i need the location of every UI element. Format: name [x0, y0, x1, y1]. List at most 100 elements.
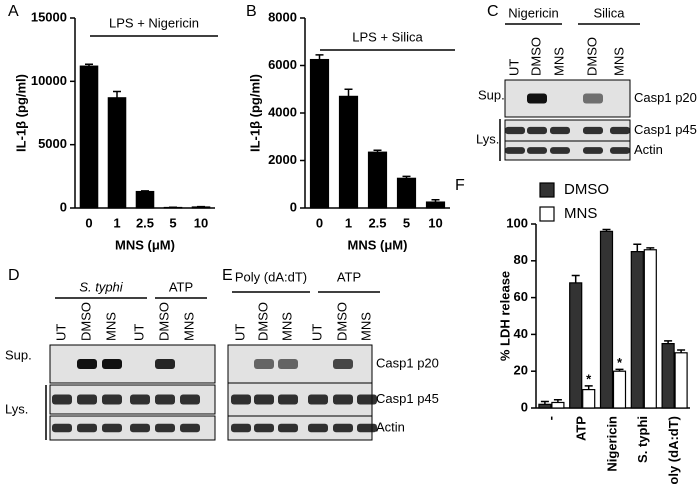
band [583, 93, 603, 104]
error-bar [664, 340, 673, 344]
y-tick-label: 15000 [31, 9, 67, 24]
lane-label: MNS [358, 312, 373, 341]
x-tick-label: - [543, 416, 558, 420]
group-label: ATP [337, 269, 361, 284]
error-bar [602, 228, 611, 232]
panel-letter: A [8, 3, 19, 20]
legend-swatch [539, 206, 555, 222]
band [180, 394, 200, 405]
error-bar [553, 398, 562, 403]
band-label: Casp1 p45 [376, 391, 439, 406]
band [308, 423, 328, 433]
bar [582, 389, 596, 409]
x-tick-label: 10 [428, 215, 442, 230]
lane-label: MNS [103, 312, 118, 341]
lane-label: UT [53, 324, 68, 341]
x-tick-label: 1 [113, 215, 120, 230]
group-label: S. typhi [79, 279, 123, 294]
bar [643, 249, 657, 409]
band [583, 147, 603, 154]
band [505, 126, 525, 135]
bar [425, 201, 446, 209]
y-tick-label: 80 [514, 252, 528, 267]
y-axis-label: % LDH release [497, 271, 512, 361]
band [550, 147, 570, 154]
y-tick-label: 6000 [268, 57, 297, 72]
x-tick-label: 5 [403, 215, 410, 230]
error-bar [646, 247, 655, 250]
x-axis-label: MNS (μM) [348, 237, 408, 252]
legend-swatch [539, 182, 555, 198]
band [505, 147, 525, 154]
lane-label: MNS [181, 312, 196, 341]
band [333, 359, 353, 369]
legend-label: DMSO [564, 181, 609, 198]
band [610, 147, 630, 154]
band [583, 126, 603, 135]
y-tick-label: 60 [514, 289, 528, 304]
y-tick-label: 4000 [268, 104, 297, 119]
error-bar [540, 400, 549, 405]
band [278, 359, 298, 369]
x-axis-label: MNS (μM) [115, 237, 175, 252]
band-label: Casp1 p20 [634, 90, 697, 105]
row-label: Sup. [5, 347, 32, 362]
band [550, 126, 570, 135]
significance-mark: * [586, 371, 592, 386]
x-tick-label: 0 [316, 215, 323, 230]
lane-label: MNS [279, 312, 294, 341]
annotation: LPS + Nigericin [109, 15, 199, 30]
band [77, 423, 97, 433]
band [155, 359, 175, 369]
bar [630, 251, 644, 409]
lane-label: DMSO [156, 302, 171, 341]
x-tick-label: Nigericin [604, 416, 619, 472]
y-tick-label: 2000 [268, 152, 297, 167]
x-tick-label: Poly (dA:dT) [666, 416, 681, 484]
band [333, 423, 353, 433]
error-bar [584, 385, 593, 390]
annotation: LPS + Silica [352, 29, 423, 44]
bar [79, 65, 99, 209]
bar [612, 370, 627, 409]
x-tick-label: 2.5 [136, 215, 154, 230]
band-label: Casp1 p45 [634, 122, 697, 137]
band-label: Casp1 p20 [376, 355, 439, 370]
y-tick-label: 100 [506, 215, 528, 230]
band-label: Actin [634, 142, 663, 157]
band [77, 359, 97, 369]
band [254, 359, 274, 369]
bar [674, 352, 688, 409]
error-bar [633, 243, 642, 252]
error-bar [402, 175, 411, 179]
band [231, 394, 251, 405]
x-tick-label: S. typhi [635, 416, 650, 463]
y-tick-label: 40 [514, 326, 528, 341]
y-axis-label: IL-1β (pg/ml) [247, 74, 262, 152]
row-label: Lys. [476, 131, 499, 146]
band [333, 394, 353, 405]
error-bar [373, 149, 382, 153]
group-label: Nigericin [508, 5, 559, 20]
error-bar [677, 349, 686, 353]
lane-label: DMSO [528, 37, 543, 76]
lane-label: DMSO [334, 302, 349, 341]
bar [135, 190, 155, 209]
significance-mark: * [617, 355, 623, 370]
band [527, 126, 547, 135]
band [52, 423, 72, 433]
x-tick-label: 10 [194, 215, 208, 230]
x-tick-label: 0 [85, 215, 92, 230]
bar [551, 401, 565, 409]
bar [309, 58, 330, 209]
lane-label: UT [309, 324, 324, 341]
error-bar [141, 190, 149, 192]
band [308, 394, 328, 405]
blot-strip [504, 79, 631, 118]
group-label: ATP [169, 279, 193, 294]
bar [599, 230, 614, 409]
band [102, 359, 122, 369]
bar [338, 95, 359, 209]
group-label: Poly (dA:dT) [235, 269, 307, 284]
y-tick-label: 0 [60, 199, 67, 214]
